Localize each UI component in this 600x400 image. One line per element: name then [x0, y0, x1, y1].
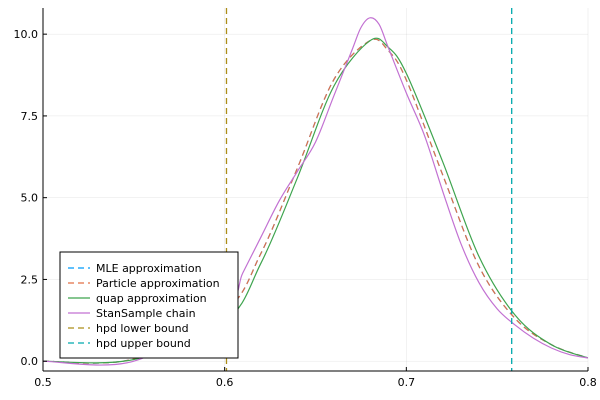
y-tick-label: 0.0 — [21, 355, 39, 368]
legend-label-1: Particle approximation — [96, 277, 220, 290]
y-tick-label: 7.5 — [21, 110, 39, 123]
y-tick-label: 2.5 — [21, 273, 39, 286]
legend-label-2: quap approximation — [96, 292, 207, 305]
legend-label-3: StanSample chain — [96, 307, 196, 320]
axes: 0.5 0.6 0.7 0.8 0.0 2.5 5.0 7.5 10.0 — [14, 8, 597, 389]
x-tick-label: 0.6 — [216, 376, 234, 389]
legend-label-4: hpd lower bound — [96, 322, 189, 335]
y-tick-label: 10.0 — [14, 28, 39, 41]
series-3-line — [43, 17, 588, 366]
y-tick-label: 5.0 — [21, 192, 39, 205]
legend-box — [59, 251, 239, 359]
x-tick-label: 0.7 — [398, 376, 416, 389]
legend-label-5: hpd upper bound — [96, 337, 191, 350]
x-tick-label: 0.8 — [579, 376, 597, 389]
x-tick-label: 0.5 — [34, 376, 52, 389]
legend-label-0: MLE approximation — [96, 262, 202, 275]
legend: MLE approximation Particle approximation q… — [59, 251, 239, 359]
